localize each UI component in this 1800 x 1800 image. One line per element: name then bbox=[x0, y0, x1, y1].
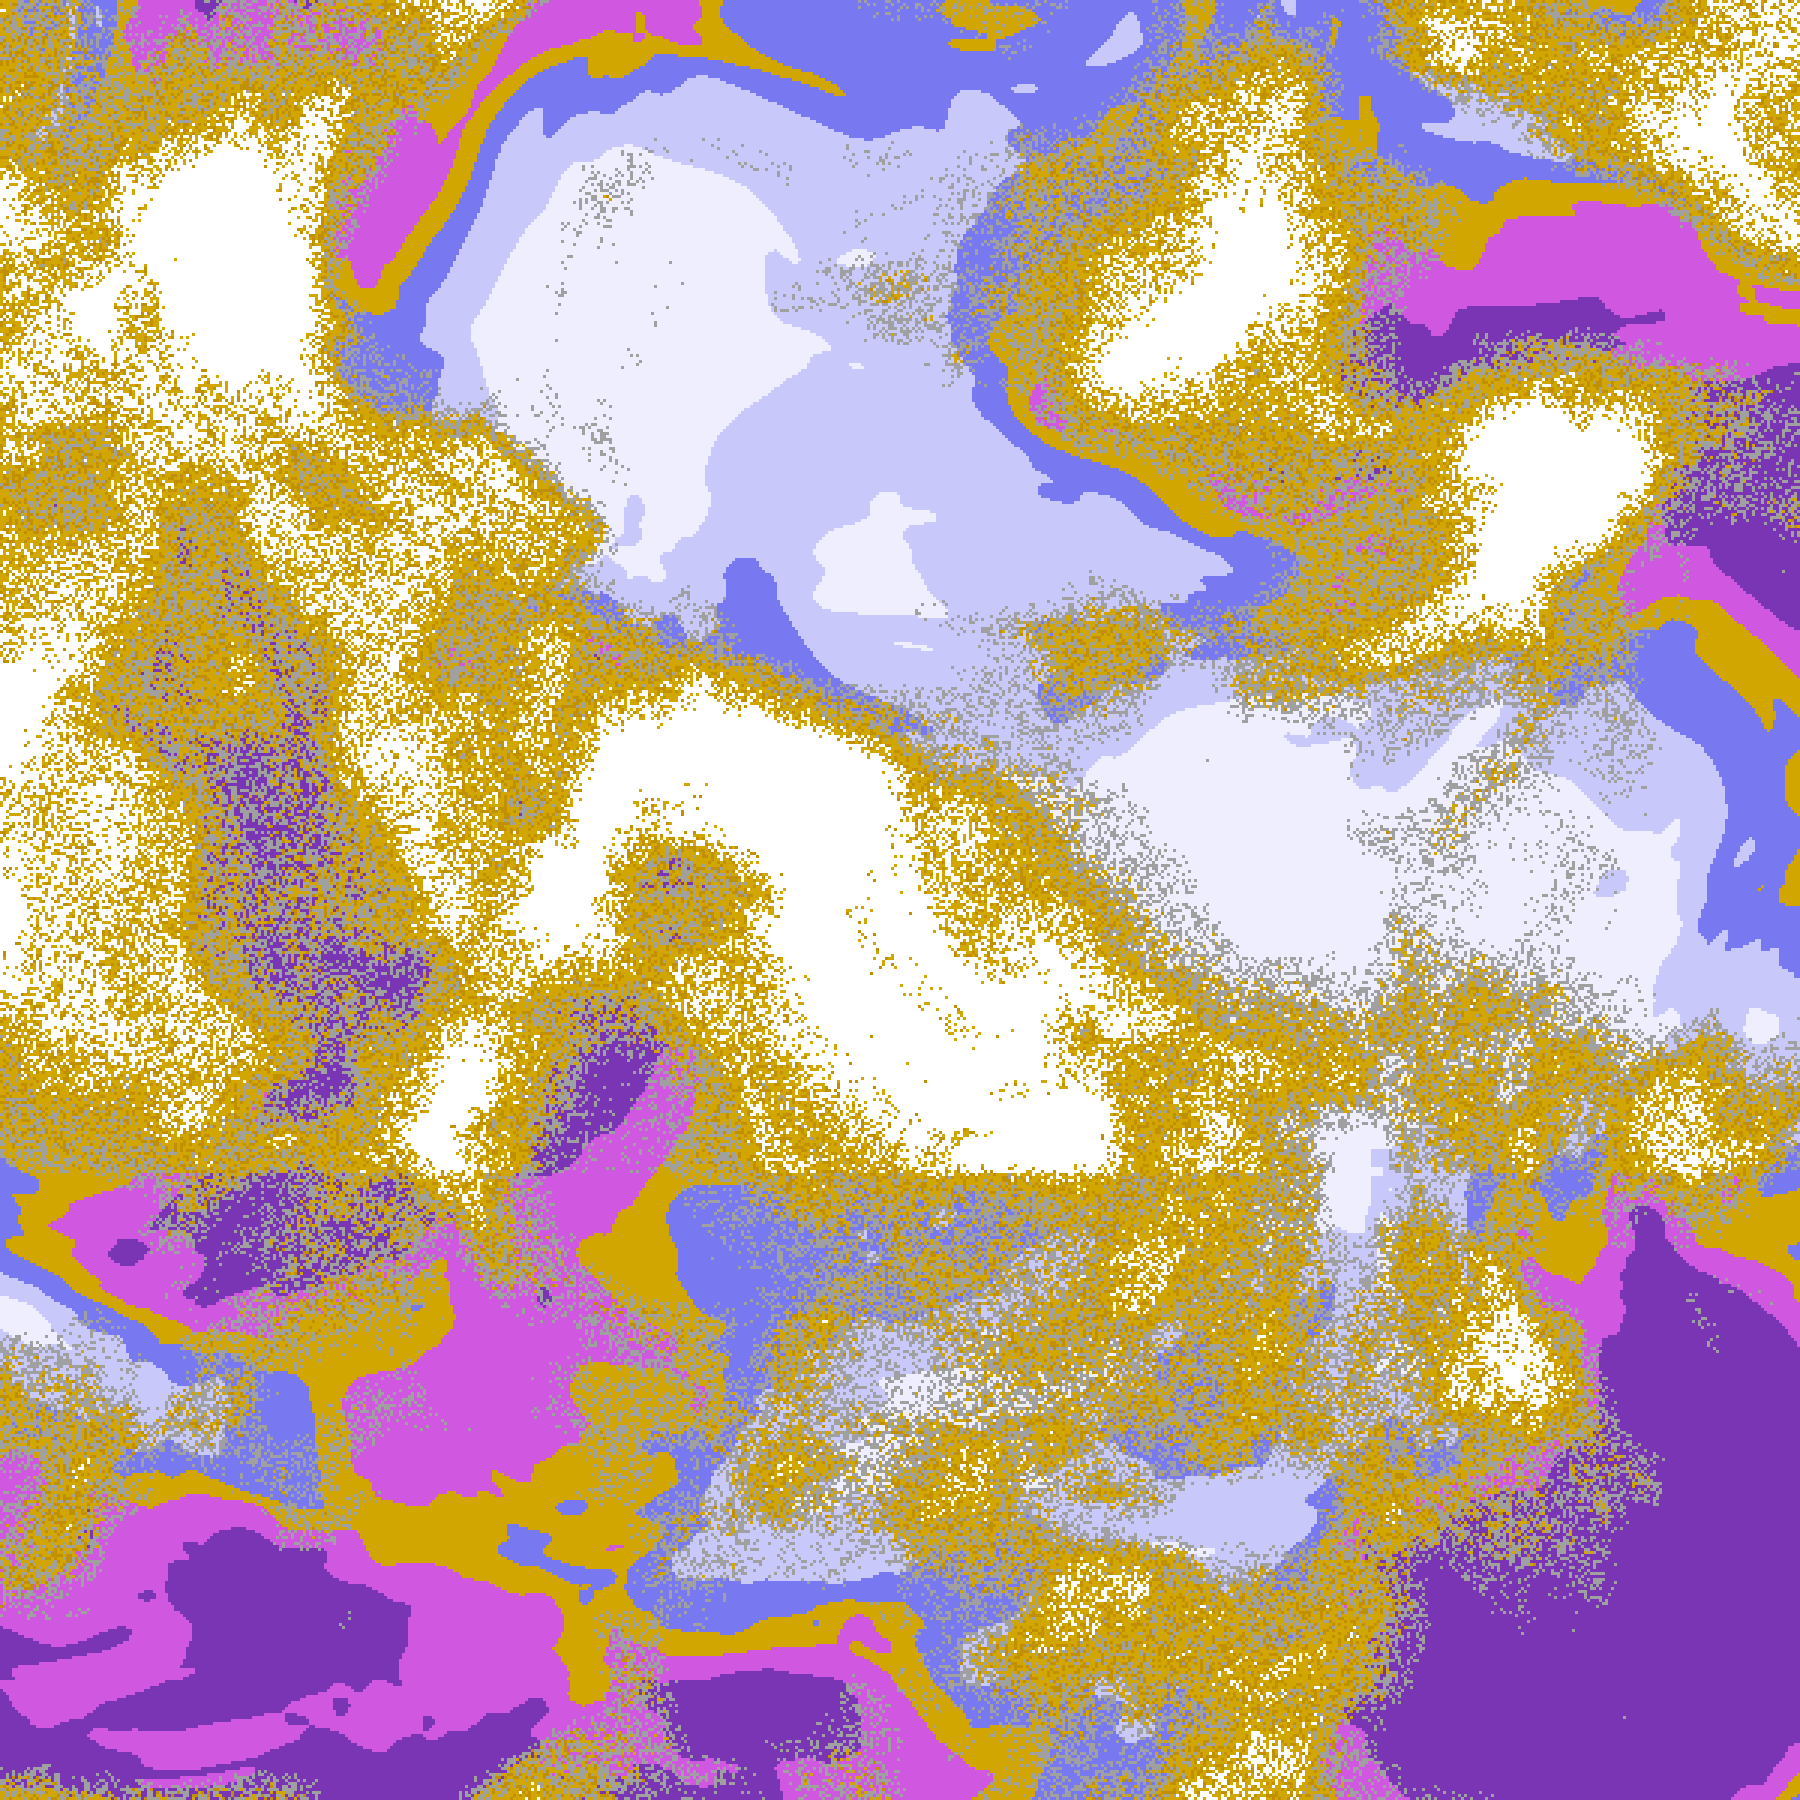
map-raster bbox=[0, 0, 1800, 1800]
classified-satellite-map bbox=[0, 0, 1800, 1800]
